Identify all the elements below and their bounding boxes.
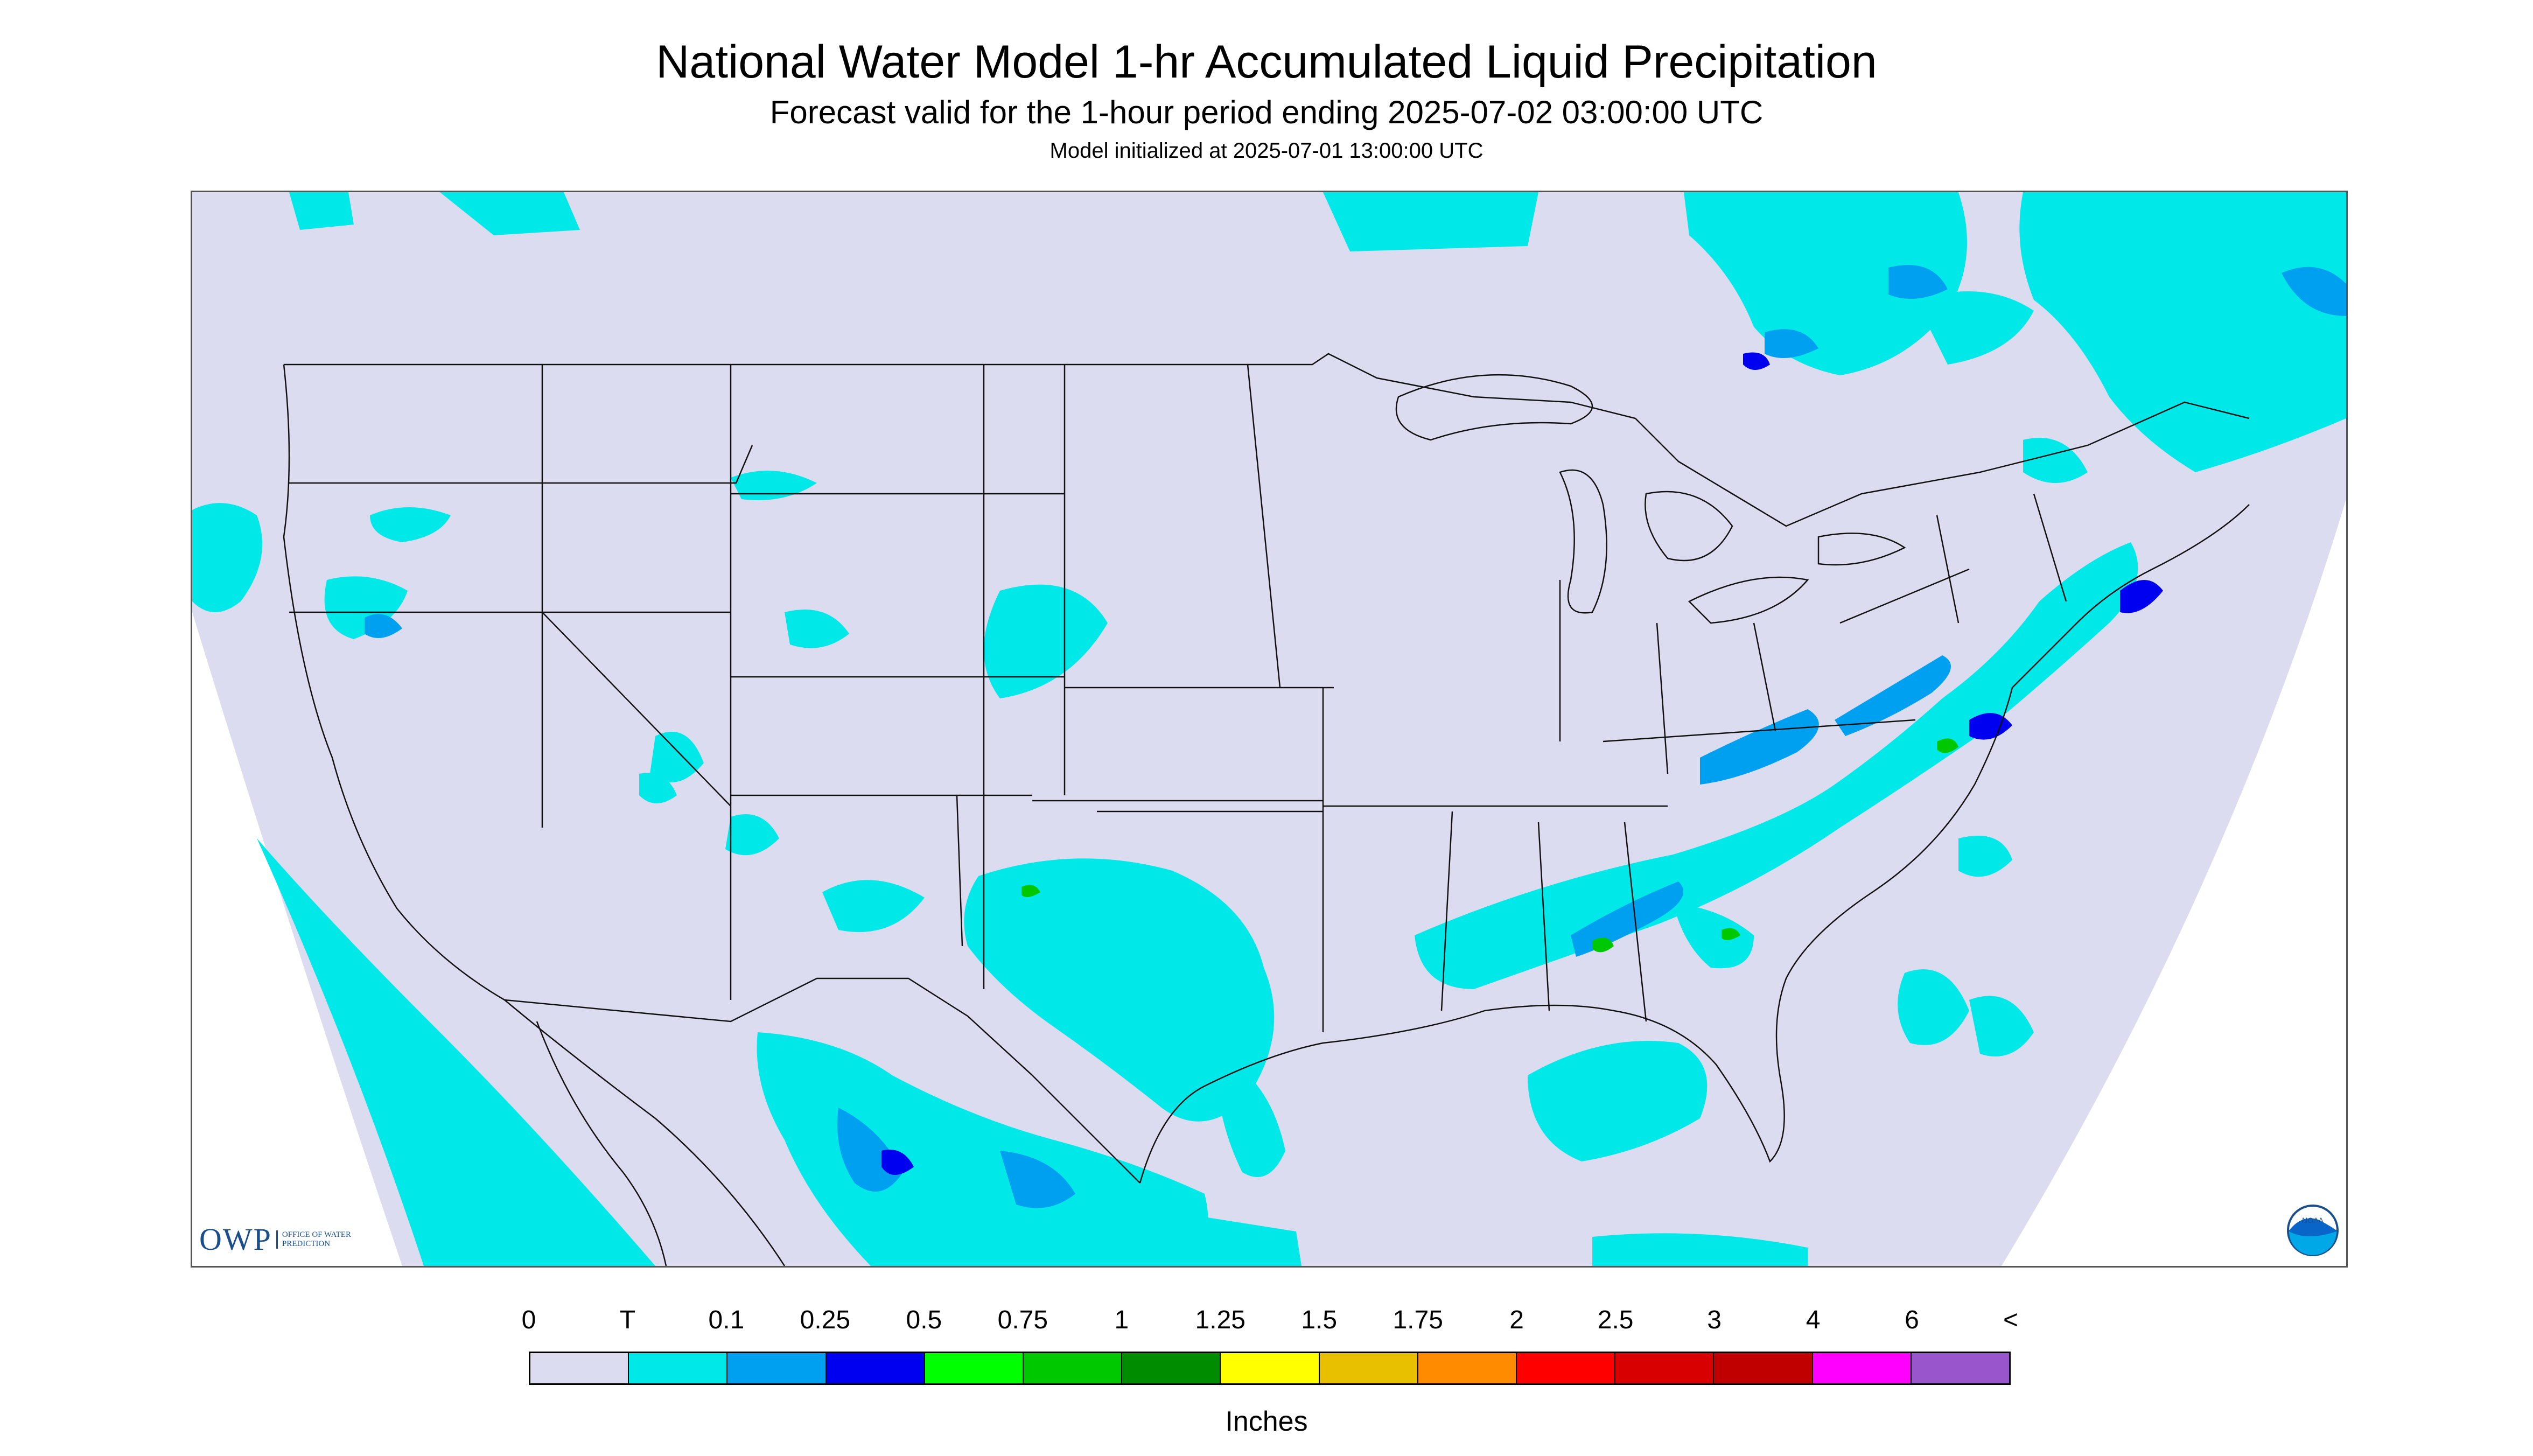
legend-label-4: 0.5 [906, 1306, 942, 1334]
legend-swatch-13 [1813, 1353, 1912, 1383]
outside-domain-left [192, 612, 402, 1266]
model-init-text: Model initialized at 2025-07-01 13:00:00… [1049, 139, 1484, 163]
owp-logo: OWP OFFICE OF WATER PREDICTION [199, 1221, 363, 1257]
legend-label-12: 3 [1707, 1306, 1722, 1334]
legend-label-13: 4 [1806, 1306, 1821, 1334]
baja-peninsula [536, 1021, 667, 1266]
legend-label-3: 0.25 [800, 1306, 851, 1334]
precipitation-map [191, 191, 2348, 1268]
legend-label-6: 1 [1114, 1306, 1129, 1334]
legend-label-9: 1.75 [1393, 1306, 1443, 1334]
legend-label-8: 1.5 [1301, 1306, 1338, 1334]
political-boundaries [283, 353, 2250, 1184]
legend-label-11: 2.5 [1597, 1306, 1634, 1334]
noaa-logo-label: NOAA [2302, 1216, 2324, 1224]
precip-trace-areas [192, 192, 2346, 1266]
legend-swatch-11 [1615, 1353, 1715, 1383]
legend-labels: 0 T 0.1 0.25 0.5 0.75 1 1.25 1.5 1.75 2 2.5 3 4 6 < [0, 1305, 2533, 1338]
legend-label-10: 2 [1509, 1306, 1524, 1334]
great-lakes [1395, 374, 1906, 624]
legend-swatch-1 [629, 1353, 728, 1383]
precip-moderate-areas [1021, 738, 1958, 953]
legend-units: Inches [1225, 1406, 1308, 1437]
noaa-logo-icon: NOAA [2287, 1205, 2339, 1256]
legend-swatch-0 [530, 1353, 629, 1383]
legend-swatch-8 [1319, 1353, 1418, 1383]
legend-swatch-5 [1024, 1353, 1123, 1383]
owp-logo-mark: OWP [199, 1222, 272, 1257]
legend-swatch-3 [826, 1353, 925, 1383]
legend-swatch-7 [1221, 1353, 1320, 1383]
legend-label-0: 0 [521, 1306, 536, 1334]
legend-label-15: < [2003, 1306, 2019, 1334]
precip-heavy-areas [881, 352, 2163, 1175]
legend-label-5: 0.75 [997, 1306, 1048, 1334]
mexico-coast [504, 999, 786, 1266]
outside-domain-right [2002, 499, 2346, 1266]
legend-label-1: T [619, 1306, 636, 1334]
legend-swatch-14 [1911, 1353, 2010, 1383]
legend-swatch-9 [1418, 1353, 1517, 1383]
legend-swatch-2 [727, 1353, 827, 1383]
owp-logo-text: OFFICE OF WATER PREDICTION [276, 1230, 363, 1249]
legend-label-2: 0.1 [708, 1306, 745, 1334]
legend-swatch-4 [925, 1353, 1024, 1383]
forecast-valid-subtitle: Forecast valid for the 1-hour period end… [769, 94, 1764, 130]
legend-swatch-10 [1517, 1353, 1616, 1383]
map-title: National Water Model 1-hr Accumulated Li… [656, 36, 1877, 88]
legend-label-7: 1.25 [1195, 1306, 1245, 1334]
legend-swatch-12 [1714, 1353, 1813, 1383]
legend-swatch-6 [1122, 1353, 1221, 1383]
legend-label-14: 6 [1905, 1306, 1919, 1334]
precipitation-legend [529, 1352, 2011, 1385]
precip-light-areas [365, 265, 2346, 1208]
